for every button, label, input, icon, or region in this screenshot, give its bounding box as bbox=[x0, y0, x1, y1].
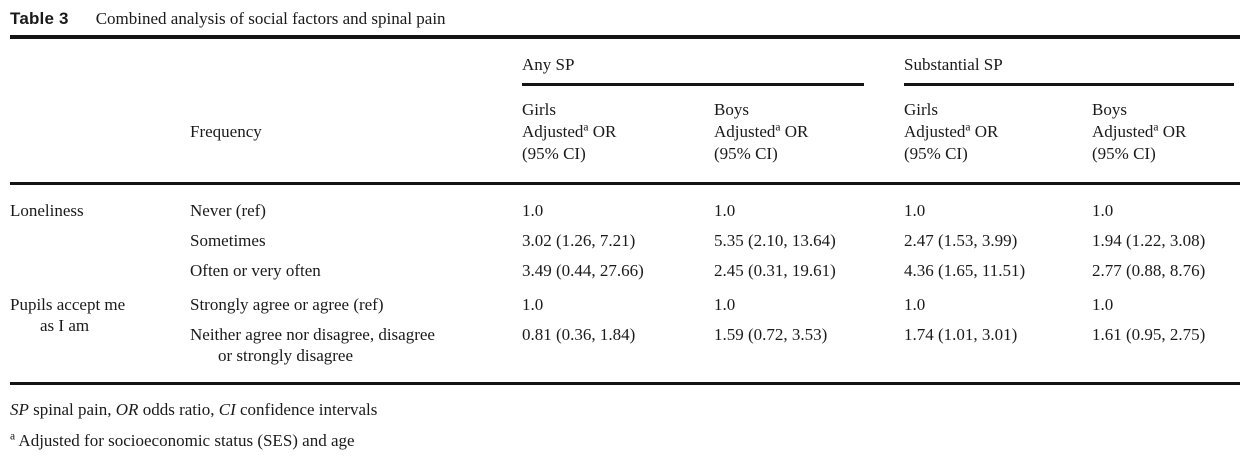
row-group-label: Loneliness bbox=[10, 201, 84, 220]
frequency-cell: Strongly agree or agree (ref) bbox=[190, 295, 384, 314]
sub-header-row: Frequency Girls Adjusteda OR (95% CI) Bo… bbox=[10, 86, 1240, 185]
abbr-sp: SP bbox=[10, 400, 29, 419]
column-group-any-sp: Any SP bbox=[522, 39, 904, 86]
value-cell: 3.02 (1.26, 7.21) bbox=[522, 231, 636, 250]
value-cell: 1.0 bbox=[522, 295, 544, 314]
substantial-sp-spanner: Substantial SP bbox=[904, 54, 1234, 86]
value-cell: 1.0 bbox=[522, 201, 544, 220]
value-cell: 4.36 (1.65, 11.51) bbox=[904, 261, 1026, 280]
results-table: Any SP Substantial SP Frequency Girls Ad… bbox=[10, 39, 1240, 382]
abbr-or: OR bbox=[115, 400, 139, 419]
value-cell: 2.45 (0.31, 19.61) bbox=[714, 261, 836, 280]
value-cell: 1.94 (1.22, 3.08) bbox=[1092, 231, 1206, 250]
empty-header-cell bbox=[10, 86, 190, 185]
table-row: Pupils accept me as I am Strongly agree … bbox=[10, 281, 1240, 335]
table-footnotes: SP spinal pain, OR odds ratio, CI confid… bbox=[10, 399, 1240, 451]
value-cell: 1.0 bbox=[714, 201, 736, 220]
top-rule bbox=[10, 35, 1240, 39]
value-cell: 1.0 bbox=[714, 295, 736, 314]
table-number-label: Table 3 bbox=[10, 9, 69, 28]
row-group-label: Pupils accept me as I am bbox=[10, 295, 126, 335]
table-row: Loneliness Never (ref) 1.0 1.0 1.0 1.0 bbox=[10, 184, 1240, 222]
footnote-marker-a: a bbox=[775, 121, 781, 134]
footnote-marker-a: a bbox=[965, 121, 971, 134]
empty-header-cell bbox=[190, 39, 522, 86]
value-cell: 1.0 bbox=[904, 201, 926, 220]
table-row: Sometimes 3.02 (1.26, 7.21) 5.35 (2.10, … bbox=[10, 221, 1240, 251]
value-cell: 0.81 (0.36, 1.84) bbox=[522, 325, 636, 344]
value-cell: 1.0 bbox=[904, 295, 926, 314]
row-group-label bbox=[10, 251, 190, 281]
adjustment-footnote: a Adjusted for socioeconomic status (SES… bbox=[10, 430, 355, 450]
value-cell: 2.77 (0.88, 8.76) bbox=[1092, 261, 1206, 280]
value-cell: 2.47 (1.53, 3.99) bbox=[904, 231, 1018, 250]
frequency-cell: Never (ref) bbox=[190, 201, 266, 220]
value-cell: 1.74 (1.01, 3.01) bbox=[904, 325, 1018, 344]
footnote-marker-a: a bbox=[583, 121, 589, 134]
value-cell: 1.59 (0.72, 3.53) bbox=[714, 325, 828, 344]
row-group-label bbox=[10, 221, 190, 251]
abbr-ci: CI bbox=[218, 400, 236, 419]
frequency-column-header: Frequency bbox=[190, 86, 522, 185]
value-cell: 1.61 (0.95, 2.75) bbox=[1092, 325, 1206, 344]
frequency-cell: Neither agree nor disagree, disagree or … bbox=[190, 325, 435, 365]
value-cell: 1.0 bbox=[1092, 201, 1114, 220]
column-header-any-sp-girls: Girls Adjusteda OR (95% CI) bbox=[522, 86, 714, 185]
value-cell: 1.0 bbox=[1092, 295, 1114, 314]
table-row: Neither agree nor disagree, disagree or … bbox=[10, 315, 1240, 382]
table-caption: Combined analysis of social factors and … bbox=[95, 9, 446, 28]
footnote-marker-a: a bbox=[1153, 121, 1159, 134]
empty-header-cell bbox=[10, 39, 190, 86]
footnote-marker-a: a bbox=[10, 430, 16, 443]
bottom-rule bbox=[10, 382, 1240, 385]
column-header-substantial-sp-girls: Girls Adjusteda OR (95% CI) bbox=[904, 86, 1092, 185]
frequency-cell: Sometimes bbox=[190, 231, 266, 250]
column-group-substantial-sp: Substantial SP bbox=[904, 39, 1240, 86]
column-header-substantial-sp-boys: Boys Adjusteda OR (95% CI) bbox=[1092, 86, 1240, 185]
frequency-cell: Often or very often bbox=[190, 261, 321, 280]
table-row: Often or very often 3.49 (0.44, 27.66) 2… bbox=[10, 251, 1240, 281]
group-header-row: Any SP Substantial SP bbox=[10, 39, 1240, 86]
value-cell: 3.49 (0.44, 27.66) bbox=[522, 261, 644, 280]
table-title: Table 3 Combined analysis of social fact… bbox=[0, 0, 1250, 29]
value-cell: 5.35 (2.10, 13.64) bbox=[714, 231, 836, 250]
any-sp-spanner: Any SP bbox=[522, 54, 864, 86]
abbreviations-footnote: SP spinal pain, OR odds ratio, CI confid… bbox=[10, 400, 378, 419]
column-header-any-sp-boys: Boys Adjusteda OR (95% CI) bbox=[714, 86, 904, 185]
